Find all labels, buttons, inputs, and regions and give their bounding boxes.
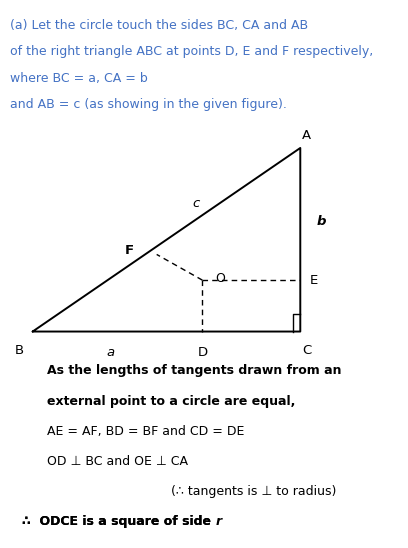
Text: where BC = a, CA = b: where BC = a, CA = b	[10, 72, 148, 85]
Text: As the lengths of tangents drawn from an: As the lengths of tangents drawn from an	[47, 364, 341, 378]
Text: and AB = c (as showing in the given figure).: and AB = c (as showing in the given figu…	[10, 98, 287, 111]
Text: of the right triangle ABC at points D, E and F respectively,: of the right triangle ABC at points D, E…	[10, 45, 373, 59]
Text: b: b	[317, 215, 326, 228]
Text: a: a	[107, 346, 115, 359]
Text: A: A	[302, 129, 311, 142]
Text: ∴  ODCE is a square of side: ∴ ODCE is a square of side	[22, 515, 216, 528]
Text: (∴ tangents is ⊥ to radius): (∴ tangents is ⊥ to radius)	[171, 485, 337, 498]
Text: O: O	[215, 272, 225, 285]
Text: D: D	[197, 346, 207, 359]
Text: OD ⊥ BC and OE ⊥ CA: OD ⊥ BC and OE ⊥ CA	[47, 455, 188, 468]
Text: ∴  ODCE is a square of side: ∴ ODCE is a square of side	[22, 515, 216, 528]
Text: C: C	[302, 344, 311, 357]
Text: F: F	[125, 244, 134, 257]
Text: AE = AF, BD = BF and CD = DE: AE = AF, BD = BF and CD = DE	[47, 425, 244, 438]
Text: external point to a circle are equal,: external point to a circle are equal,	[47, 395, 295, 408]
Text: B: B	[15, 344, 24, 357]
Text: r: r	[216, 515, 222, 528]
Text: (a) Let the circle touch the sides BC, CA and AB: (a) Let the circle touch the sides BC, C…	[10, 19, 308, 32]
Text: c: c	[192, 197, 200, 209]
Text: E: E	[310, 273, 318, 287]
